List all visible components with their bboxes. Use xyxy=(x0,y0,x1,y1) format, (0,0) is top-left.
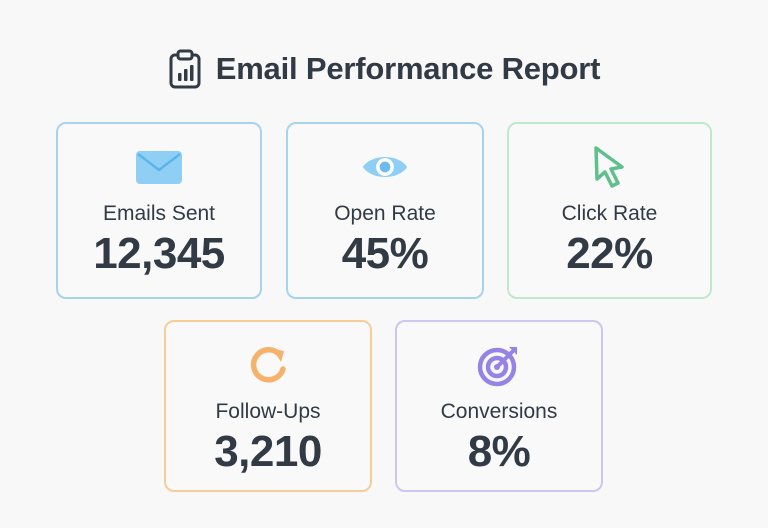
report-header: Email Performance Report xyxy=(0,44,768,94)
metric-label: Follow-Ups xyxy=(215,400,321,423)
refresh-icon xyxy=(244,345,292,385)
metric-value: 3,210 xyxy=(214,427,322,476)
metric-card-open-rate: Open Rate 45% xyxy=(286,122,484,299)
metric-value: 22% xyxy=(566,229,653,278)
metric-value: 8% xyxy=(467,427,531,476)
metric-label: Emails Sent xyxy=(102,202,216,225)
metric-card-follow-ups: Follow-Ups 3,210 xyxy=(164,320,372,492)
page-title: Email Performance Report xyxy=(215,51,601,86)
metric-label: Open Rate xyxy=(334,202,436,225)
metric-card-click-rate: Click Rate 22% xyxy=(507,122,712,299)
clipboard-chart-icon xyxy=(168,49,202,89)
target-icon xyxy=(475,345,523,387)
envelope-icon xyxy=(135,147,183,187)
metric-card-conversions: Conversions 8% xyxy=(395,320,603,492)
metric-label: Click Rate xyxy=(561,202,658,225)
metric-label: Conversions xyxy=(440,400,558,423)
eye-icon xyxy=(361,147,409,187)
metric-value: 45% xyxy=(341,229,429,278)
metric-value: 12,345 xyxy=(93,229,225,278)
metric-card-emails-sent: Emails Sent 12,345 xyxy=(56,122,262,299)
cursor-icon xyxy=(586,146,634,188)
